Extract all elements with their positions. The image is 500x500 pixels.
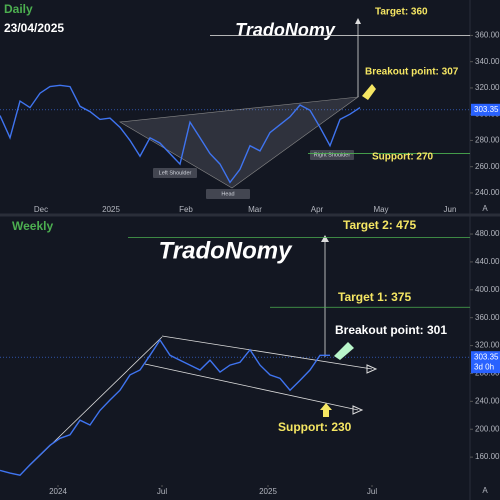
level-label: Support: 270 [372, 152, 434, 163]
x-tick-label: Jun [444, 205, 457, 214]
y-tick-label: 340.00 [475, 57, 500, 66]
y-tick-label: 260.00 [475, 162, 500, 171]
x-tick-label: 2025 [259, 487, 277, 496]
y-tick-label: 240.00 [475, 396, 500, 405]
pattern-tag [153, 168, 197, 178]
level-label: Target 2: 475 [343, 218, 416, 232]
pattern-label: Left Shoulder [159, 170, 192, 176]
level-label: Breakout point: 301 [335, 323, 447, 337]
pattern-label: Right Shoulder [314, 152, 351, 158]
arrow-head [366, 364, 378, 374]
pattern-tag [206, 189, 250, 199]
y-tick-label: 200.00 [475, 424, 500, 433]
price-tag-label: 303.35 [474, 352, 499, 361]
y-tick-label: 360.00 [475, 313, 500, 322]
arrow-head [355, 18, 361, 24]
y-tick-label: 160.00 [475, 452, 500, 461]
level-label: Target: 360 [375, 7, 428, 18]
date: 23/04/2025 [4, 21, 64, 35]
price-tag [471, 351, 500, 374]
breakout-arrow [334, 342, 354, 360]
pattern-label: Head [221, 191, 234, 197]
x-tick-label: 2024 [49, 487, 67, 496]
scale-mode[interactable]: A [482, 204, 488, 213]
breakout-arrow [362, 84, 376, 100]
x-tick-label: Jul [157, 487, 167, 496]
pattern-tag [310, 150, 354, 160]
arrow-head [321, 235, 329, 242]
x-tick-label: Mar [248, 205, 262, 214]
price-line [0, 338, 330, 476]
channel-lower [144, 363, 359, 411]
y-tick-label: 320.00 [475, 341, 500, 350]
x-tick-label: Apr [311, 205, 324, 214]
pattern-shading [119, 96, 360, 189]
chart-title: Weekly [12, 219, 53, 233]
level-label: Support: 230 [278, 420, 352, 434]
x-tick-label: 2025 [102, 205, 120, 214]
level-label: Target 1: 375 [338, 290, 411, 304]
x-tick-label: Feb [179, 205, 193, 214]
channel-upper [161, 335, 373, 370]
chart-title: Daily [4, 2, 33, 16]
price-tag [471, 103, 500, 116]
price-tag-label: 303.35 [474, 105, 499, 114]
y-tick-label: 280.00 [475, 136, 500, 145]
x-tick-label: Jul [367, 487, 377, 496]
scale-mode[interactable]: A [482, 486, 488, 495]
countdown: 3d 0h [474, 362, 494, 371]
y-tick-label: 440.00 [475, 257, 500, 266]
y-tick-label: 400.00 [475, 285, 500, 294]
x-tick-label: May [373, 205, 388, 214]
support-arrow [320, 403, 332, 417]
y-tick-label: 320.00 [475, 83, 500, 92]
arrow-head [352, 405, 364, 415]
watermark: TradoNomy [235, 20, 336, 40]
watermark: TradoNomy [159, 237, 294, 264]
y-tick-label: 480.00 [475, 229, 500, 238]
y-tick-label: 240.00 [475, 188, 500, 197]
x-tick-label: Dec [34, 205, 48, 214]
price-line [0, 84, 361, 184]
y-tick-label: 360.00 [475, 31, 500, 40]
level-label: Breakout point: 307 [365, 67, 459, 78]
